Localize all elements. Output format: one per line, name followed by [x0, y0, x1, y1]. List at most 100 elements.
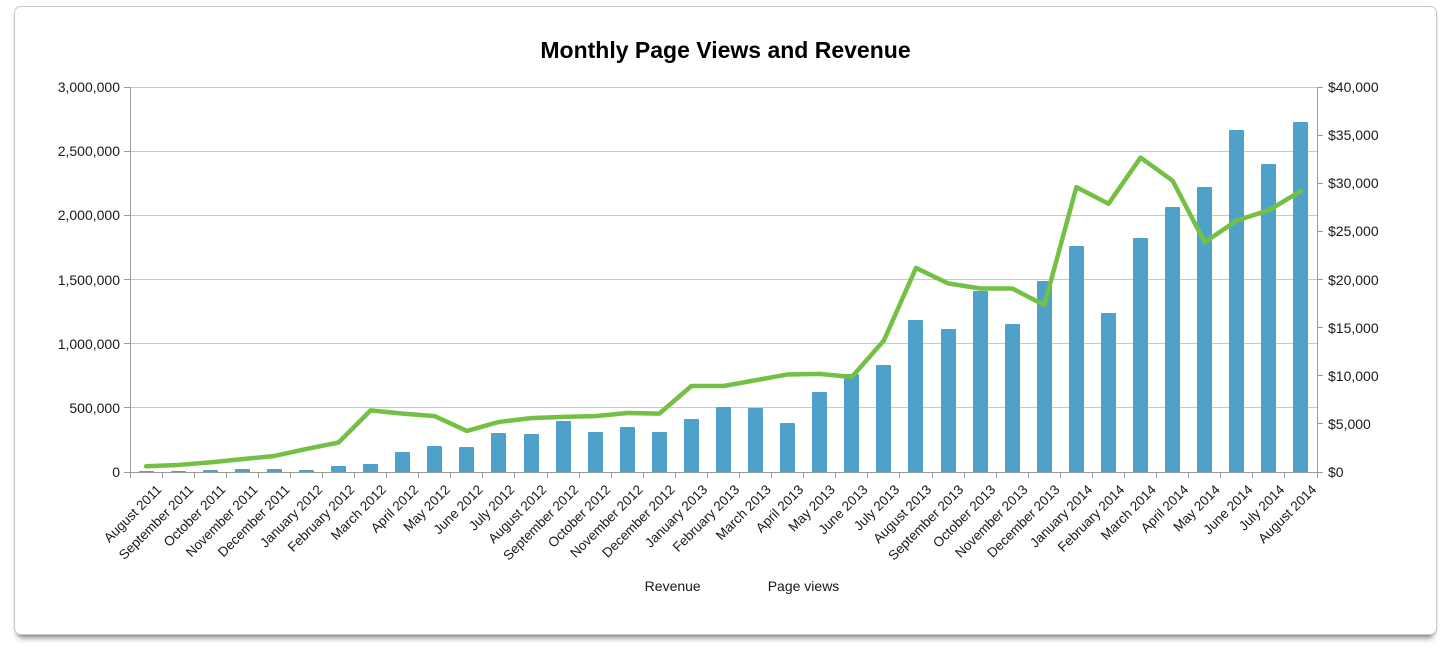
revenue-bar: [1229, 130, 1245, 472]
chart-card: Monthly Page Views and Revenue 0 500,000 1…: [14, 6, 1437, 635]
x-axis-tick: [1124, 472, 1125, 478]
revenue-bar: [491, 432, 507, 472]
revenue-bar: [940, 328, 956, 472]
revenue-bar: [1261, 164, 1277, 472]
x-axis-tick: [1091, 472, 1093, 478]
left-axis-label: 2,500,000: [57, 143, 120, 160]
right-axis-label: $35,000: [1328, 127, 1379, 144]
revenue-bar: [780, 422, 796, 472]
x-axis-tick: [418, 472, 420, 478]
x-axis-tick: [450, 472, 452, 478]
x-axis-tick: [931, 472, 933, 478]
left-axis-line: [130, 87, 131, 478]
x-axis-tick: [514, 472, 516, 478]
left-axis-label: 500,000: [69, 399, 120, 416]
left-axis-label: 1,000,000: [57, 335, 120, 352]
x-axis-tick: [899, 472, 901, 478]
right-axis-line: [1317, 87, 1318, 478]
x-axis-tick: [674, 472, 676, 478]
revenue-bar: [1068, 245, 1084, 472]
revenue-bar: [908, 319, 924, 472]
x-axis-tick: [706, 472, 708, 478]
x-axis-tick: [771, 472, 773, 478]
x-axis-tick: [963, 472, 965, 478]
revenue-bar: [138, 471, 154, 472]
x-axis-tick: [257, 472, 259, 478]
x-axis-tick: [1220, 472, 1222, 478]
revenue-bar: [266, 469, 282, 472]
right-axis-label: $20,000: [1328, 271, 1379, 288]
right-axis-label: $25,000: [1328, 223, 1379, 240]
left-axis-label: 0: [112, 464, 120, 480]
legend-label-page-views: Page views: [767, 578, 840, 594]
left-axis-tick: [124, 150, 130, 152]
left-axis-tick: [124, 86, 130, 88]
right-axis-label: $30,000: [1328, 175, 1379, 192]
revenue-bar: [234, 468, 250, 472]
legend-item-page-views: Page views: [735, 578, 840, 594]
revenue-bar: [1100, 313, 1116, 472]
right-axis-tick: [1317, 182, 1323, 184]
chart-title: Monthly Page Views and Revenue: [540, 37, 911, 63]
revenue-bar: [651, 432, 667, 472]
left-axis-tick: [124, 343, 130, 345]
right-axis-tick: [1317, 423, 1323, 425]
x-axis-tick: [386, 472, 388, 478]
x-axis-tick: [354, 472, 356, 478]
revenue-bar: [1004, 323, 1020, 472]
revenue-bar: [523, 433, 539, 472]
x-axis-tick: [1284, 472, 1286, 478]
right-axis-tick: [1317, 230, 1323, 232]
x-axis-tick: [289, 472, 291, 478]
left-axis-tick: [124, 471, 130, 473]
x-axis-tick: [1059, 472, 1061, 478]
revenue-bar: [587, 432, 603, 472]
left-axis-tick: [124, 279, 130, 280]
x-axis-tick: [1027, 472, 1029, 478]
revenue-bar: [748, 407, 764, 472]
right-axis-tick: [1317, 134, 1323, 136]
revenue-bar: [972, 291, 988, 472]
revenue-bar: [683, 419, 699, 472]
gridline: [130, 214, 1317, 216]
revenue-bar: [1133, 238, 1149, 472]
revenue-bar: [395, 452, 411, 472]
x-axis-tick: [546, 472, 548, 478]
revenue-bar: [1165, 207, 1181, 472]
x-axis-tick: [739, 472, 741, 478]
x-axis-tick: [803, 472, 805, 478]
revenue-bar: [427, 446, 443, 472]
x-axis-tick: [161, 472, 163, 478]
left-axis-label: 2,000,000: [57, 207, 120, 224]
right-axis-tick: [1317, 375, 1323, 377]
right-axis-label: $10,000: [1328, 367, 1379, 384]
x-axis-tick: [610, 472, 612, 478]
revenue-bar: [555, 420, 571, 472]
x-axis-tick: [482, 472, 484, 478]
right-axis-tick: [1317, 279, 1323, 280]
revenue-bar: [363, 464, 379, 472]
revenue-bar: [298, 469, 314, 472]
right-axis-tick: [1317, 327, 1323, 329]
right-axis-label: $15,000: [1328, 319, 1379, 336]
x-axis-tick: [867, 472, 869, 478]
x-axis-tick: [193, 472, 195, 478]
gridline: [130, 86, 1317, 88]
x-axis-tick: [578, 472, 580, 478]
right-axis-label: $40,000: [1328, 79, 1379, 95]
x-axis-tick: [642, 472, 644, 478]
revenue-bar: [331, 466, 347, 472]
left-axis-tick: [124, 214, 130, 216]
legend-label-revenue: Revenue: [644, 578, 701, 594]
gridline: [130, 150, 1317, 152]
x-axis-tick: [1156, 472, 1158, 478]
right-axis-label: $5,000: [1328, 415, 1371, 432]
page-views-swatch: [735, 584, 765, 589]
revenue-bar: [1197, 187, 1213, 472]
revenue-bar: [812, 391, 828, 472]
right-axis-tick: [1317, 471, 1323, 473]
revenue-bar: [619, 427, 635, 472]
revenue-swatch: [612, 582, 642, 591]
revenue-bar: [459, 447, 475, 472]
x-axis-tick: [1252, 472, 1254, 478]
